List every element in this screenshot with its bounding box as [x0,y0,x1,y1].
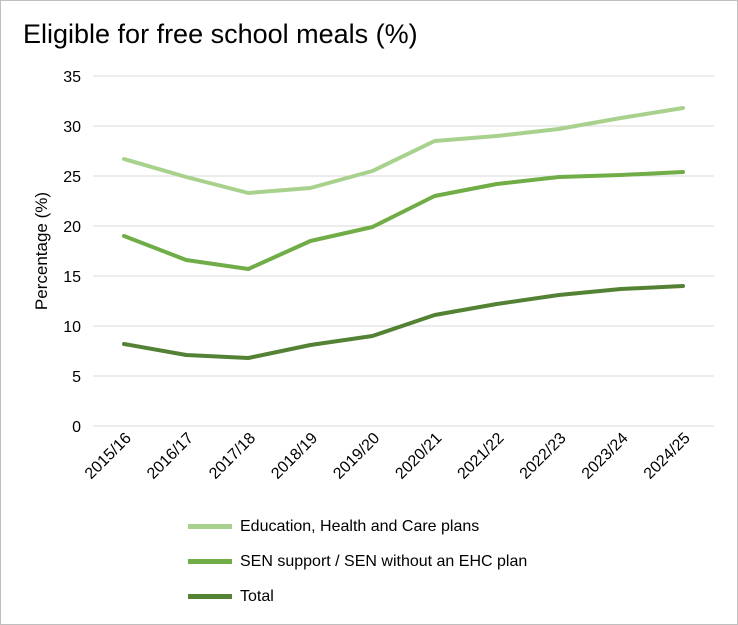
chart-legend: Education, Health and Care plans SEN supp… [188,509,527,614]
y-tick-label: 20 [63,219,81,236]
legend-swatch [188,524,232,529]
y-tick-label: 15 [63,269,81,286]
y-axis-title: Percentage (%) [32,192,51,310]
legend-item: Total [188,579,527,614]
legend-item: Education, Health and Care plans [188,509,527,544]
x-tick-label: 2020/21 [392,430,445,483]
series-line-2 [122,284,685,360]
y-axis-ticks: 0 5 10 15 20 25 30 35 [63,69,81,436]
x-tick-label: 2019/20 [330,430,383,483]
legend-label: SEN support / SEN without an EHC plan [240,552,528,570]
gridlines [93,75,714,427]
x-tick-label: 2022/23 [517,430,570,483]
y-tick-label: 30 [63,119,81,136]
y-tick-label: 10 [63,319,81,336]
x-axis-ticks: 2015/16 2016/17 2017/18 2018/19 2019/20 2020/… [82,430,694,483]
x-tick-label: 2018/19 [268,430,321,483]
x-tick-label: 2021/22 [455,430,508,483]
x-tick-label: 2023/24 [579,430,632,483]
x-tick-label: 2024/25 [641,430,694,483]
chart-title: Eligible for free school meals (%) [23,19,418,49]
x-tick-label: 2016/17 [144,430,197,483]
x-tick-label: 2015/16 [82,430,135,483]
legend-label: Total [240,587,274,605]
legend-label: Education, Health and Care plans [240,517,480,535]
legend-swatch [188,559,232,564]
y-tick-label: 0 [72,419,81,436]
series-line-0 [122,106,685,195]
y-tick-label: 25 [63,169,81,186]
legend-swatch [188,594,232,599]
series-lines [122,106,685,360]
y-tick-label: 35 [63,69,81,86]
x-tick-label: 2017/18 [206,430,259,483]
series-line-1 [122,170,685,271]
legend-item: SEN support / SEN without an EHC plan [188,544,527,579]
y-tick-label: 5 [72,369,81,386]
